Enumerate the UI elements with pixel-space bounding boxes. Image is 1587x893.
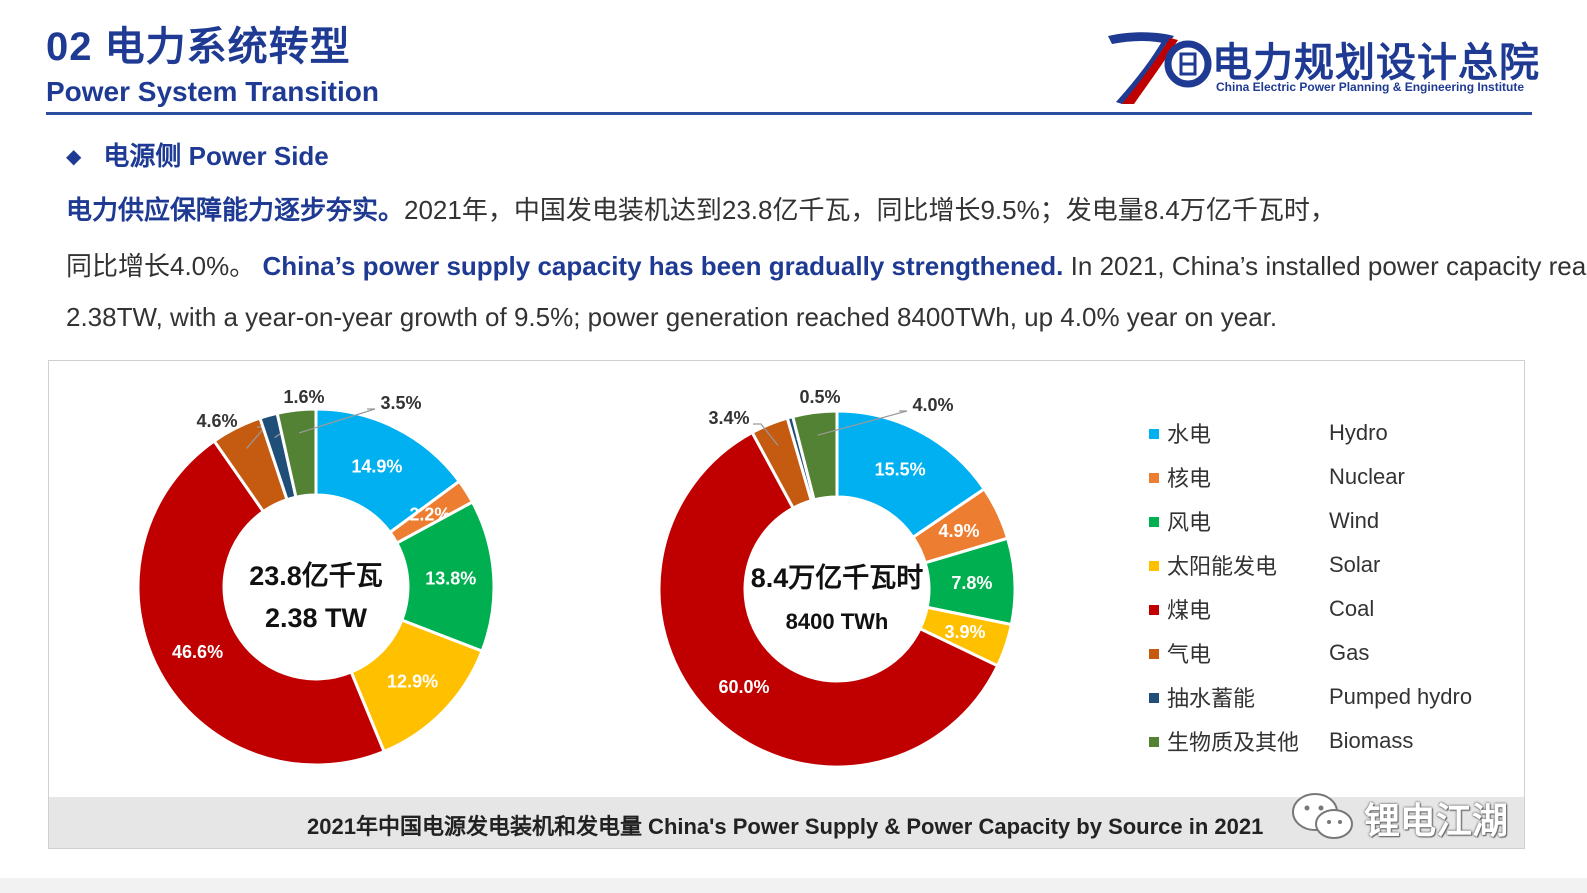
legend-cn-gas: 气电 [1167,642,1211,667]
bullet-text: 电源侧 Power Side [103,141,329,171]
generation-label-gas: 3.4% [708,408,749,428]
legend-en-coal: Coal [1329,596,1374,621]
legend-en-biomass: Biomass [1329,728,1413,753]
capacity-label-biomass: 3.5% [380,393,421,413]
capacity-label-solar: 12.9% [387,671,438,691]
paragraph-line-1: 电力供应保障能力逐步夯实。2021年，中国发电装机达到23.8亿千瓦，同比增长9… [66,190,1536,227]
paragraph-line-2: 同比增长4.0%。 China’s power supply capacity … [66,246,1587,283]
generation-label-pumped-hydro: 0.5% [799,387,840,407]
legend-swatch-wind [1149,517,1159,527]
legend-en-wind: Wind [1329,508,1379,533]
capacity-center-en: 2.38 TW [265,603,368,633]
paragraph-highlight-en: China’s power supply capacity has been g… [262,251,1064,281]
generation-label-solar: 3.9% [944,622,985,642]
watermark-text: 锂电江湖 [1364,800,1509,841]
generation-label-biomass: 4.0% [912,395,953,415]
generation-center-cn: 8.4万亿千瓦时 [751,563,924,593]
diamond-bullet-icon: ◆ [66,146,82,168]
capacity-label-pumped-hydro: 1.6% [283,387,324,407]
generation-label-coal: 60.0% [718,677,769,697]
generation-center-en: 8400 TWh [786,609,889,634]
logo-cn-name: 电力规划设计总院 [1212,41,1540,85]
legend-cn-pumped-hydro: 抽水蓄能 [1167,686,1255,711]
header-rule [46,112,1532,115]
section-title: 02 电力系统转型 [46,25,351,69]
generation-leader-gas [753,423,779,446]
paragraph-text-cn: 2021年，中国发电装机达到23.8亿千瓦，同比增长9.5%；发电量8.4万亿千… [404,195,1336,225]
caption-band: 2021年中国电源发电装机和发电量 China's Power Supply &… [49,797,1524,848]
generation-slice-coal [657,430,1000,769]
paragraph-text-cn-2: 同比增长4.0%。 [66,251,256,281]
paragraph-line-3: 2.38TW, with a year-on-year growth of 9.… [66,302,1278,332]
capacity-label-coal: 46.6% [172,642,223,662]
legend-en-solar: Solar [1329,552,1380,577]
legend-cn-biomass: 生物质及其他 [1167,730,1299,755]
capacity-label-wind: 13.8% [425,568,476,588]
paragraph-text-en: In 2021, China’s installed power capacit… [1070,251,1587,281]
chart-panel: 14.9% 2.2% 13.8% 12.9% 46.6% 4.6% 1.6% 3.5% 23.8… [48,360,1525,849]
capacity-label-hydro: 14.9% [351,456,402,476]
capacity-center-cn: 23.8亿千瓦 [249,561,383,591]
legend-swatch-solar [1149,561,1159,571]
legend-cn-coal: 煤电 [1167,598,1211,623]
chart-caption: 2021年中国电源发电装机和发电量 China's Power Supply &… [307,814,1264,839]
legend-swatch-pumped-hydro [1149,693,1159,703]
legend-en-hydro: Hydro [1329,420,1388,445]
legend-cn-wind: 风电 [1167,510,1211,535]
capacity-slice-coal [136,438,387,767]
logo-en-name: China Electric Power Planning & Engineer… [1216,80,1525,94]
legend-swatch-nuclear [1149,473,1159,483]
legend-en-nuclear: Nuclear [1329,464,1405,489]
wechat-icon [1292,793,1353,839]
capacity-label-gas: 4.6% [196,411,237,431]
legend-en-gas: Gas [1329,640,1369,665]
legend-cn-nuclear: 核电 [1167,466,1211,491]
generation-label-nuclear: 4.9% [938,521,979,541]
legend-cn-hydro: 水电 [1167,422,1211,447]
paragraph-highlight-cn: 电力供应保障能力逐步夯实。 [66,195,405,225]
legend-cn-solar: 太阳能发电 [1167,554,1277,579]
legend-swatch-gas [1149,649,1159,659]
bottom-band [0,878,1587,893]
legend-swatch-coal [1149,605,1159,615]
legend-swatch-biomass [1149,737,1159,747]
anniversary-70-icon [1108,32,1212,104]
legend-swatch-hydro [1149,429,1159,439]
section-subtitle: Power System Transition [46,76,379,107]
bullet-heading: ◆ 电源侧 Power Side [66,136,329,173]
generation-label-hydro: 15.5% [875,460,926,480]
generation-label-wind: 7.8% [951,573,992,593]
legend-en-pumped-hydro: Pumped hydro [1329,684,1472,709]
donut-charts: 14.9%2.2%13.8%12.9%46.6%4.6%1.6% 3.5%23.8… [136,387,1472,769]
generation-leader-biomass [817,410,908,436]
institute-logo: 电力规划设计总院 China Electric Power Planning &… [1104,26,1539,108]
capacity-leader-biomass [298,408,376,434]
watermark: 锂电江湖 [1288,788,1528,844]
